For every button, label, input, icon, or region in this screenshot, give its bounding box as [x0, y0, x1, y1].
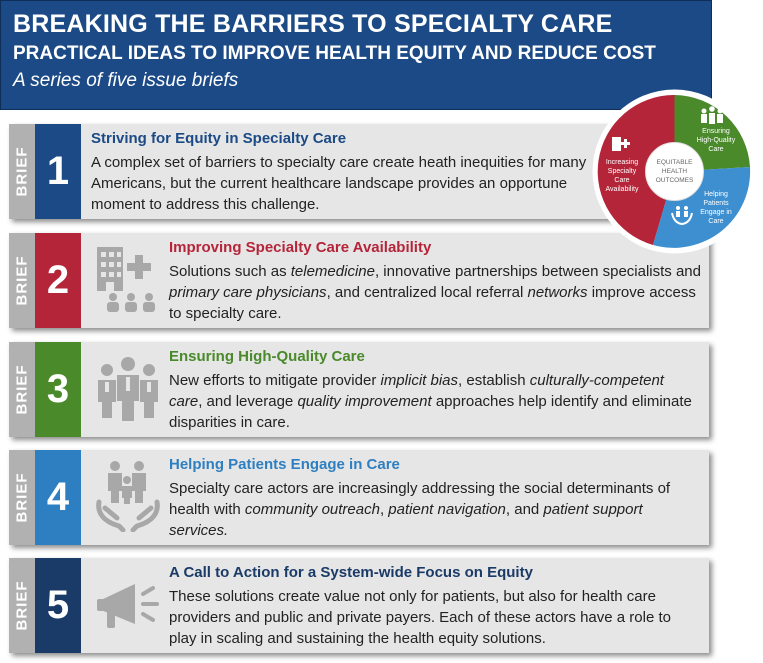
- brief-card-5: BRIEF 5 A Call to Action for a System-wi…: [9, 558, 709, 653]
- brief-title: Improving Specialty Care Availability: [169, 239, 432, 256]
- brief-tab: BRIEF: [9, 342, 35, 437]
- brief-title: Helping Patients Engage in Care: [169, 456, 400, 473]
- svg-text:Ensuring: Ensuring: [702, 128, 730, 135]
- brief-description: Solutions such as telemedicine, innovati…: [169, 263, 701, 322]
- svg-text:High-Quality: High-Quality: [697, 137, 736, 144]
- wheel-center-line: OUTCOMES: [656, 177, 694, 184]
- svg-text:Care: Care: [708, 146, 723, 153]
- brief-card-1: BRIEF 1 Striving for Equity in Specialty…: [9, 124, 709, 219]
- svg-text:Specialty: Specialty: [608, 168, 637, 175]
- svg-text:Availability: Availability: [606, 186, 639, 193]
- svg-text:Engage in: Engage in: [700, 209, 732, 216]
- doctors-icon: [98, 357, 158, 421]
- wheel-center-line: EQUITABLE: [656, 159, 693, 166]
- brief-number: 4: [35, 450, 81, 545]
- brief-number: 3: [35, 342, 81, 437]
- brief-number: 1: [35, 124, 81, 219]
- hospital-icon: [97, 247, 155, 312]
- brief-description: Specialty care actors are increasingly a…: [169, 480, 671, 539]
- svg-text:Care: Care: [708, 218, 723, 225]
- brief-card-4: BRIEF 4 Helping Patients Engage in Care …: [9, 450, 709, 545]
- brief-card-2: BRIEF 2 Improving Specialty Care Availab…: [9, 233, 709, 328]
- brief-title: A Call to Action for a System-wide Focus…: [169, 564, 533, 581]
- hospital-icon: [612, 137, 630, 151]
- header-banner: BREAKING THE BARRIERS TO SPECIALTY CARE …: [0, 0, 712, 110]
- page-tagline: A series of five issue briefs: [13, 70, 239, 91]
- brief-description: New efforts to mitigate provider implici…: [169, 372, 692, 431]
- family-hands-icon: [96, 461, 160, 532]
- wheel-center-line: HEALTH: [662, 168, 687, 175]
- wheel-segment-availability: [597, 94, 675, 246]
- brief-title: Striving for Equity in Specialty Care: [91, 130, 347, 147]
- brief-number: 2: [35, 233, 81, 328]
- brief-number: 5: [35, 558, 81, 653]
- brief-tab: BRIEF: [9, 558, 35, 653]
- page-subtitle: PRACTICAL IDEAS TO IMPROVE HEALTH EQUITY…: [13, 43, 656, 64]
- svg-text:Increasing: Increasing: [606, 159, 638, 166]
- family-hands-icon: [671, 206, 693, 226]
- brief-title: Ensuring High-Quality Care: [169, 348, 365, 365]
- brief-tab: BRIEF: [9, 124, 35, 219]
- page-title: BREAKING THE BARRIERS TO SPECIALTY CARE: [13, 10, 613, 38]
- brief-tab: BRIEF: [9, 450, 35, 545]
- brief-description: A complex set of barriers to specialty c…: [91, 154, 587, 213]
- doctors-icon: [701, 106, 723, 124]
- brief-card-3: BRIEF 3 Ensuring High-Quality Care New e…: [9, 342, 709, 437]
- svg-text:Patients: Patients: [703, 200, 729, 207]
- brief-tab: BRIEF: [9, 233, 35, 328]
- equity-wheel: EQUITABLE HEALTH OUTCOMES Increasing Spe…: [592, 89, 757, 254]
- svg-text:Helping: Helping: [704, 191, 728, 198]
- svg-text:Care: Care: [614, 177, 629, 184]
- brief-description: These solutions create value not only fo…: [169, 588, 671, 647]
- megaphone-icon: [97, 584, 159, 628]
